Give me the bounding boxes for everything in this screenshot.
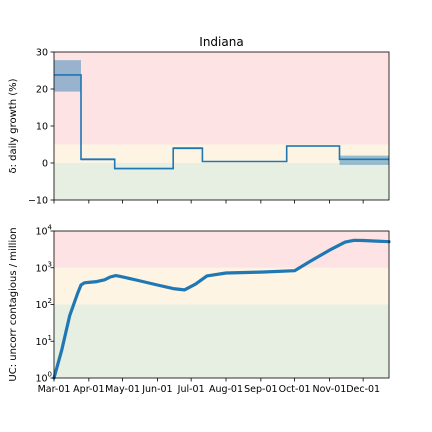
growth-y-ticks: −10 0 10 20 30: [28, 48, 54, 207]
contagious-x-ticks: Mar-01 Apr-01 May-01 Jun-01 Jul-01 Aug-01 Sep-…: [38, 378, 380, 395]
contagious-series: [52, 238, 391, 380]
growth-series: [54, 74, 389, 170]
y-tick-label: −10: [28, 196, 48, 207]
y-tick-label: 100: [35, 371, 52, 385]
x-tick-label: Oct-01: [279, 384, 311, 395]
x-tick-label: May-01: [105, 384, 140, 395]
contagious-background-bands: [54, 231, 389, 378]
growth-step-line: [54, 74, 389, 170]
contagious-y-ticks: 100 101 102 103 104: [35, 224, 54, 385]
y-tick-label: 20: [36, 85, 48, 96]
x-tick-label: Dec-01: [346, 384, 380, 395]
x-tick-label: Mar-01: [38, 384, 71, 395]
y-tick-label: 104: [35, 224, 52, 238]
contagious-panel: Mar-01 Apr-01 May-01 Jun-01 Jul-01 Aug-01 Sep-…: [8, 224, 391, 395]
y-tick-label: 0: [42, 159, 48, 170]
y-tick-label: 101: [35, 334, 52, 348]
x-tick-label: Jul-01: [177, 384, 205, 395]
growth-x-ticks: [53, 200, 364, 204]
background-band-1: [54, 144, 389, 163]
y-tick-label: 30: [36, 48, 48, 59]
background-band-2: [54, 231, 389, 268]
growth-y-axis-label: δ: daily growth (%): [8, 78, 19, 173]
growth-background-bands: [54, 52, 389, 200]
y-tick-label: 103: [35, 260, 52, 274]
chart-title: Indiana: [199, 35, 243, 49]
x-tick-label: Jun-01: [141, 384, 172, 395]
x-tick-label: Sep-01: [244, 384, 277, 395]
contagious-y-axis-label: UC: uncorr contagious / million: [8, 227, 19, 381]
confidence-band-6: [339, 155, 389, 165]
y-tick-label: 102: [35, 297, 52, 311]
x-tick-label: Apr-01: [73, 384, 104, 395]
background-band-2: [54, 52, 389, 145]
contagious-line: [52, 238, 391, 380]
x-tick-label: Aug-01: [209, 384, 243, 395]
x-tick-label: Nov-01: [313, 384, 347, 395]
background-band-0: [54, 304, 389, 378]
confidence-band-0: [54, 60, 81, 92]
y-tick-label: 10: [36, 122, 48, 133]
background-band-0: [54, 163, 389, 200]
growth-panel: −10 0 10 20 30 Indiana δ: daily growth (%): [8, 35, 390, 207]
